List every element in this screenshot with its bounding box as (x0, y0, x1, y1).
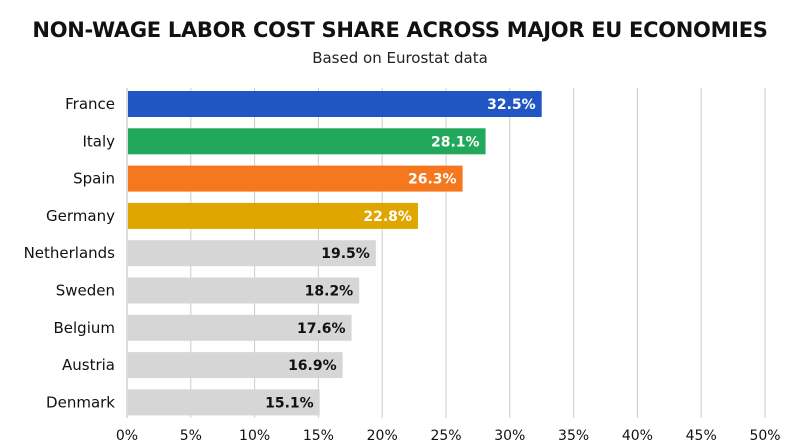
chart-subtitle: Based on Eurostat data (312, 49, 488, 67)
value-label: 32.5% (487, 97, 536, 113)
category-label: Germany (46, 207, 115, 225)
bar (128, 202, 418, 229)
x-tick-label: 0% (116, 428, 138, 444)
category-label: Austria (62, 356, 115, 374)
value-label: 17.6% (297, 321, 346, 337)
category-label: Denmark (46, 393, 115, 411)
x-tick-label: 35% (558, 428, 589, 444)
bar (128, 314, 352, 341)
bar (128, 91, 542, 117)
x-tick-label: 50% (749, 428, 780, 444)
x-tick-label: 20% (367, 428, 398, 444)
value-label: 15.1% (265, 395, 314, 411)
x-tick-label: 15% (303, 428, 334, 444)
value-label: 22.8% (363, 209, 412, 225)
bar (128, 352, 343, 379)
category-label: Netherlands (24, 244, 116, 262)
category-label: Italy (82, 132, 115, 150)
x-tick-label: 5% (180, 428, 202, 444)
value-label: 18.2% (305, 284, 354, 300)
category-label: Belgium (54, 319, 116, 337)
bar (128, 165, 463, 192)
bar (128, 128, 486, 155)
bar (128, 240, 376, 267)
value-label: 16.9% (288, 358, 337, 374)
value-label: 26.3% (408, 172, 457, 188)
value-label: 28.1% (431, 134, 480, 150)
x-tick-label: 10% (239, 428, 270, 444)
category-label: Spain (73, 170, 115, 188)
bar (128, 389, 320, 416)
bar (128, 277, 360, 304)
x-tick-label: 30% (494, 428, 525, 444)
x-tick-label: 45% (686, 428, 717, 444)
category-label: Sweden (56, 282, 115, 300)
category-label: France (65, 95, 115, 113)
x-tick-label: 25% (430, 428, 461, 444)
chart-title: NON-WAGE LABOR COST SHARE ACROSS MAJOR E… (32, 18, 768, 42)
x-tick-label: 40% (622, 428, 653, 444)
value-label: 19.5% (321, 246, 370, 262)
